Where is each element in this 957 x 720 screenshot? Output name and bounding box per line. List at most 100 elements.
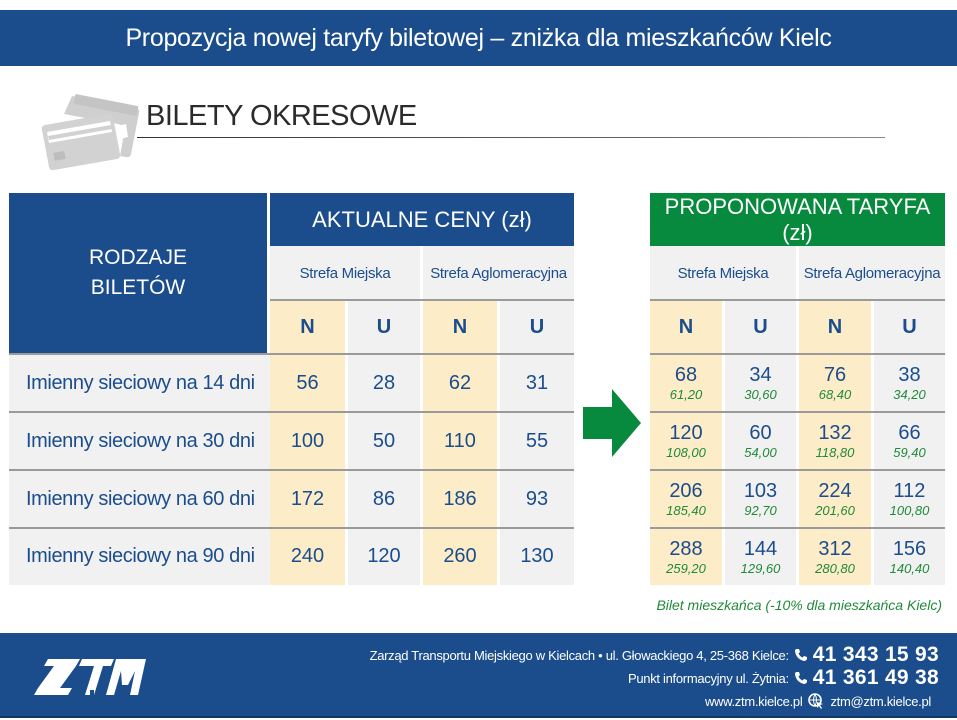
proposed-price: 120 <box>669 422 703 444</box>
proposed-price: 156 <box>892 537 927 560</box>
proposed-price: 68 <box>674 364 698 386</box>
resident-price: 140,40 <box>889 560 930 576</box>
col-label-text: N <box>452 315 468 338</box>
zone-agglomeration-label: Strefa Aglomeracyjna <box>430 264 567 282</box>
row-divider <box>9 353 574 355</box>
proposed-price-cell: 38 34,20 <box>874 354 945 412</box>
price-value: 56 <box>296 371 319 394</box>
footer-phone-info[interactable]: 41 361 49 38 <box>812 666 939 689</box>
price-cell: 110 <box>423 412 497 470</box>
price-cell: 28 <box>348 354 420 412</box>
col-label-u: U <box>725 300 796 354</box>
proposed-price: 38 <box>898 364 921 386</box>
footer-phone-main[interactable]: 41 343 15 93 <box>812 643 939 666</box>
price-cell: 130 <box>500 528 574 585</box>
proposed-prices-title-text: PROPONOWANA TARYFA (zł) <box>664 193 931 245</box>
current-prices-title: AKTUALNE CENY (zł) <box>270 193 574 246</box>
col-label-u: U <box>874 300 945 354</box>
proposed-price-cell: 34 30,60 <box>725 354 796 412</box>
zone-agglomeration-label: Strefa Aglomeracyjna <box>803 264 941 282</box>
footer-web-line: www.ztm.kielce.pl ztm@ztm.kielce.pl <box>705 693 931 709</box>
row-label-text: Imienny sieciowy na 14 dni <box>26 371 255 394</box>
col-label-text: U <box>753 315 768 338</box>
price-cell: 172 <box>270 470 345 528</box>
zone-city-header: Strefa Miejska <box>650 246 796 300</box>
proposed-price-cell: 76 68,40 <box>799 354 871 412</box>
price-value: 31 <box>525 371 549 394</box>
proposed-price-cell: 312 280,80 <box>799 528 871 585</box>
zone-separator <box>420 246 423 300</box>
column-n-agglo <box>799 300 871 585</box>
col-label-text: N <box>827 315 843 338</box>
price-value: 62 <box>448 371 472 394</box>
column-u-city <box>348 300 420 585</box>
col-label-u: U <box>348 300 420 354</box>
right-arrow-icon <box>583 389 641 457</box>
col-label-u: U <box>500 300 574 354</box>
col-label-n: N <box>650 300 722 354</box>
resident-price: 54,00 <box>744 445 777 460</box>
footer-website-link[interactable]: www.ztm.kielce.pl <box>704 693 803 709</box>
price-value: 240 <box>290 545 325 567</box>
proposed-price-cell: 224 201,60 <box>799 470 871 528</box>
footer-info-line: Punkt informacyjny ul. Żytnia: 41 361 49… <box>628 666 939 690</box>
column-n-agglo <box>423 300 497 585</box>
resident-price: 201,60 <box>815 503 855 518</box>
credit-cards-icon <box>41 93 140 171</box>
price-cell: 56 <box>270 354 345 412</box>
column-u-agglo <box>874 300 945 585</box>
ticket-types-header-line2: BILETÓW <box>90 276 186 299</box>
current-prices-title-text: AKTUALNE CENY (zł) <box>312 206 532 232</box>
footer-info-point: Punkt informacyjny ul. Żytnia: <box>627 670 789 686</box>
price-cell: 120 <box>348 528 420 585</box>
proposed-price-cell: 66 59,40 <box>874 412 945 470</box>
price-cell: 186 <box>423 470 497 528</box>
proposed-price-cell: 206 185,40 <box>650 470 722 528</box>
price-cell: 240 <box>270 528 345 585</box>
page-title: Propozycja nowej taryfy biletowej – zniż… <box>125 23 832 52</box>
footer-email-link[interactable]: ztm@ztm.kielce.pl <box>830 693 931 709</box>
ticket-types-header: RODZAJE BILETÓW <box>9 193 267 353</box>
proposed-price-cell: 60 54,00 <box>725 412 796 470</box>
resident-price: 61,20 <box>669 387 703 402</box>
row-divider <box>9 527 574 529</box>
column-u-city <box>725 300 796 585</box>
proposed-price-cell: 112 100,80 <box>874 470 945 528</box>
row-label-text: Imienny sieciowy na 30 dni <box>26 429 255 452</box>
col-label-n: N <box>270 300 345 354</box>
price-cell: 260 <box>423 528 497 585</box>
proposed-price: 76 <box>823 364 847 386</box>
ztm-logo <box>34 659 146 695</box>
proposed-prices-title: PROPONOWANA TARYFA (zł) <box>650 193 945 246</box>
resident-price: 108,00 <box>666 445 706 460</box>
zone-separator <box>796 246 799 300</box>
resident-price: 118,80 <box>815 445 855 460</box>
proposed-price: 132 <box>818 422 852 444</box>
ticket-types-header-line1: RODZAJE <box>88 246 187 269</box>
proposed-price: 103 <box>743 480 778 502</box>
zone-city-label: Strefa Miejska <box>299 264 391 282</box>
footer-address: Zarząd Transportu Miejskiego w Kielcach … <box>369 647 790 663</box>
proposed-price-cell: 68 61,20 <box>650 354 722 412</box>
section-title: BILETY OKRESOWE <box>146 100 417 132</box>
proposed-price: 206 <box>669 480 703 502</box>
col-label-n: N <box>423 300 497 354</box>
price-value: 55 <box>525 429 549 452</box>
section-divider <box>137 137 885 138</box>
proposed-price: 288 <box>669 537 703 560</box>
proposed-price-cell: 103 92,70 <box>725 470 796 528</box>
col-label-text: N <box>300 315 315 338</box>
phone-icon <box>794 672 807 684</box>
price-value: 93 <box>525 487 549 510</box>
proposed-price-cell: 120 108,00 <box>650 412 722 470</box>
price-cell: 31 <box>500 354 574 412</box>
price-cell: 55 <box>500 412 574 470</box>
proposed-price: 144 <box>743 537 778 560</box>
resident-price: 185,40 <box>666 503 706 518</box>
price-cell: 62 <box>423 354 497 412</box>
resident-price: 34,20 <box>893 387 926 402</box>
price-value: 50 <box>372 429 396 452</box>
zone-agglomeration-header: Strefa Aglomeracyjna <box>799 246 945 300</box>
row-label-60: Imienny sieciowy na 60 dni <box>9 470 270 528</box>
zone-city-label: Strefa Miejska <box>677 264 769 282</box>
